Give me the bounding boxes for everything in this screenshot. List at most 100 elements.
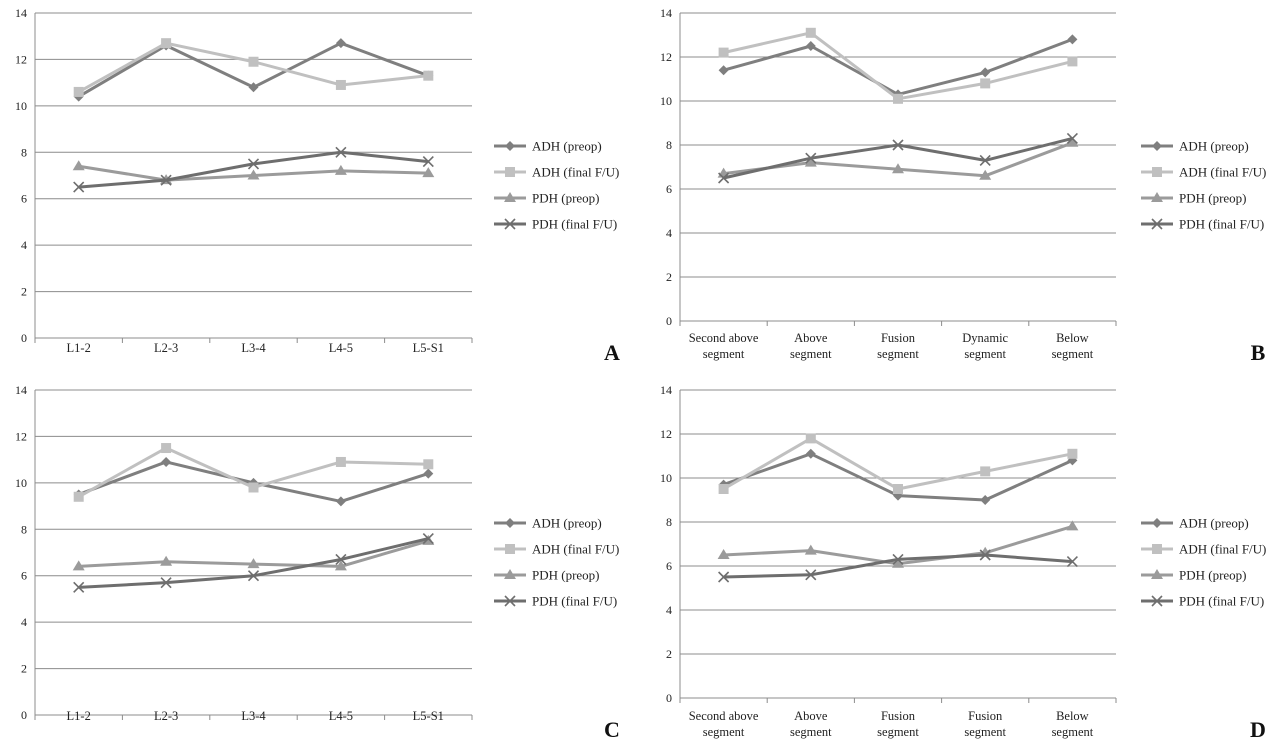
y-tick-label: 6 [666,182,672,196]
legend-label: PDH (final F/U) [532,594,617,609]
y-tick-label: 10 [660,94,672,108]
y-tick-label: 10 [660,471,672,485]
x-tick-label: Above segment [790,331,832,361]
x-tick-label: Below segment [1052,331,1094,361]
legend: ADH (preop) ADH (final F/U) PDH (preop) PDH… [494,139,619,232]
data-point [248,82,259,93]
y-tick-label: 12 [15,52,27,66]
data-point [718,65,729,76]
data-point [335,456,346,467]
chart-panel-a: 0 2 4 6 8 10 12 14 L1-2 L2-3 L3-4 L4-5 L5-S1 ADH (pre… [15,6,620,365]
legend-label: ADH (final F/U) [532,165,619,180]
legend-label: PDH (preop) [532,568,600,583]
y-tick-label: 0 [666,314,672,328]
y-tick-label: 4 [21,615,27,629]
x-tick-label: L2-3 [154,709,178,723]
x-tick-label: Fusion segment [964,709,1006,739]
legend-label: PDH (final F/U) [1179,594,1264,609]
data-point [980,495,991,505]
data-point [335,146,347,158]
legend: ADH (preop) ADH (final F/U) PDH (preop) PDH… [494,516,619,609]
data-point [1066,132,1078,144]
y-tick-label: 2 [21,285,27,299]
y-tick-label: 2 [666,270,672,284]
data-point [423,70,434,81]
data-point [980,67,991,78]
data-point [980,466,991,477]
data-point [805,569,817,581]
data-point [160,555,173,566]
x-tick-label: Second above segment [689,331,759,361]
legend-label: PDH (final F/U) [1179,217,1264,232]
data-point [805,448,816,459]
legend-marker [504,569,516,579]
chart-panel-d: 0 2 4 6 8 10 12 14 Second above segment Above segme… [660,383,1266,742]
data-point [1066,520,1079,531]
data-point [1066,556,1078,568]
legend: ADH (preop) ADH (final F/U) PDH (preop) PDH… [1141,139,1266,232]
data-point [1066,136,1079,147]
x-tick-label: L4-5 [329,341,353,355]
legend-label: PDH (preop) [1179,191,1247,206]
legend-label: PDH (preop) [1179,568,1247,583]
data-point [805,152,817,164]
x-tick-label: L1-2 [67,341,91,355]
legend-marker [1152,544,1162,554]
data-point [422,167,435,178]
data-point [892,553,904,565]
data-point [804,544,817,555]
data-point [334,164,347,175]
legend-marker [504,192,516,202]
series-line [723,31,1073,101]
legend-label: ADH (preop) [1179,139,1249,154]
legend-label: ADH (preop) [532,516,602,531]
y-tick-label: 6 [666,559,672,573]
data-point [717,549,730,559]
x-tick-label: L2-3 [154,341,178,355]
data-point [161,443,172,454]
y-tick-label: 14 [660,6,672,20]
y-tick-label: 12 [15,429,27,443]
y-tick-label: 8 [666,138,672,152]
y-tick-label: 10 [15,99,27,113]
data-point [72,560,85,571]
x-tick-label: L5-S1 [413,341,444,355]
data-point [422,533,434,545]
data-point [892,557,904,568]
x-tick-label: L3-4 [241,341,266,355]
data-point [161,456,172,467]
legend-marker [1152,167,1162,177]
data-point [979,549,991,561]
legend-label: ADH (preop) [1179,516,1249,531]
data-point [247,169,260,180]
y-tick-label: 12 [660,427,672,441]
data-point [72,160,85,171]
data-point [335,553,347,566]
data-point [73,181,85,193]
data-point [160,577,172,589]
x-tick-label: L5-S1 [413,709,444,723]
data-point [718,484,729,494]
y-tick-label: 4 [666,226,672,240]
y-tick-label: 14 [15,383,27,397]
data-point [1067,56,1078,67]
data-point [248,482,259,493]
data-point [805,41,816,51]
chart-panel-b: 0 2 4 6 8 10 12 14 Second above segment Above segme… [660,6,1266,365]
legend-marker [504,595,516,607]
y-tick-label: 4 [666,603,672,617]
y-tick-label: 2 [666,647,672,661]
legend-marker [1151,218,1163,230]
data-point [718,172,730,184]
legend-label: ADH (final F/U) [1179,165,1266,180]
data-point [248,56,259,67]
y-tick-label: 8 [21,145,27,159]
x-tick-label: L1-2 [67,709,91,723]
chart-panel-c: 0 2 4 6 8 10 12 14 L1-2 L2-3 L3-4 L4-5 L5-S1 ADH (pre… [15,383,620,742]
x-tick-label: Above segment [790,709,832,739]
data-point [247,570,260,582]
legend: ADH (preop) ADH (final F/U) PDH (preop) PDH… [1141,516,1266,609]
data-point [335,38,346,49]
legend-marker [1151,569,1163,579]
